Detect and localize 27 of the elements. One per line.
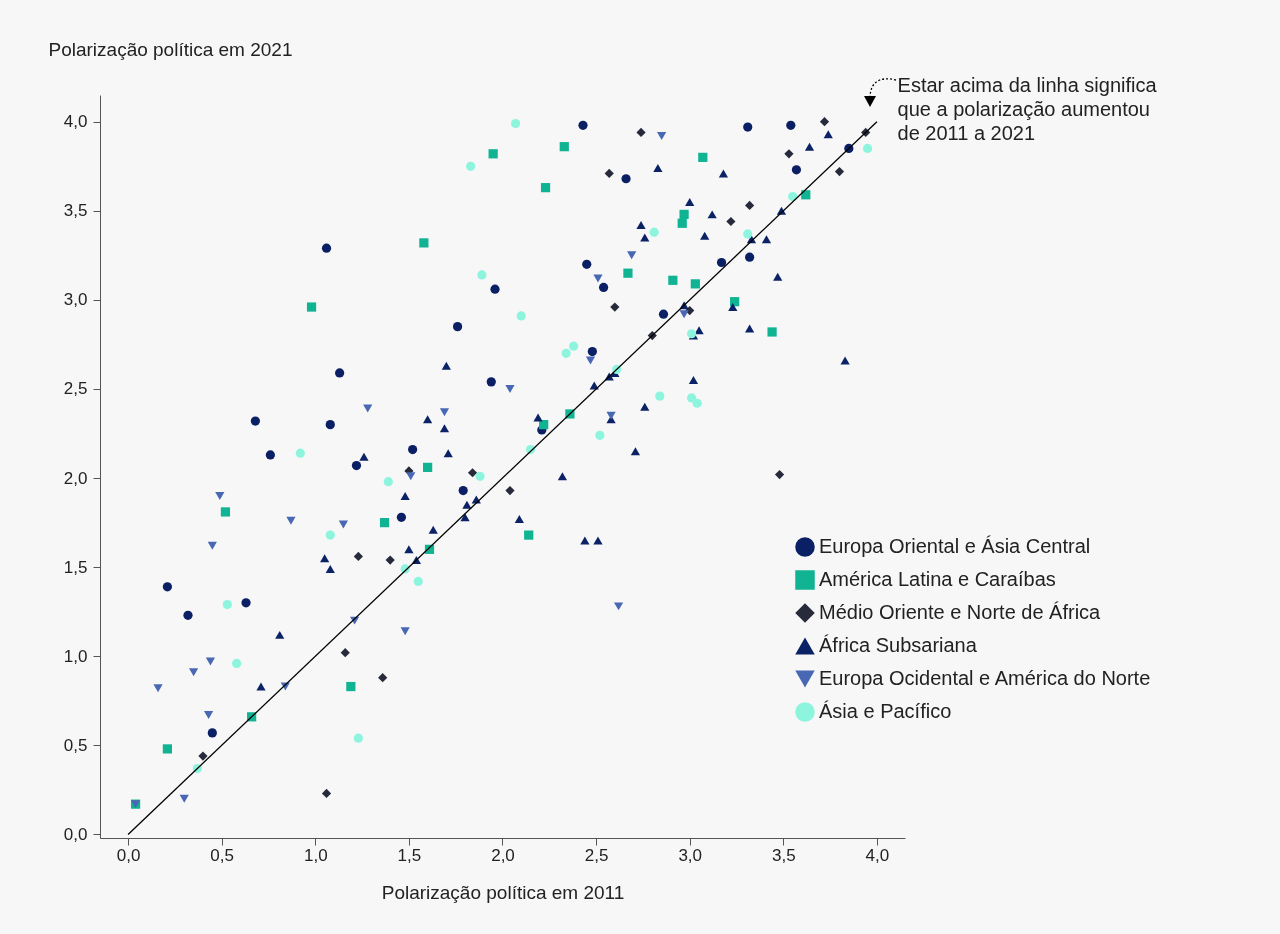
- y-tick-label: 3,0: [63, 290, 88, 310]
- y-tick-label: 2,0: [63, 468, 88, 488]
- legend-label: América Latina e Caraíbas: [819, 568, 1056, 590]
- x-axis-title: Polarização política em 2011: [381, 881, 625, 903]
- x-tick-label: 3,5: [771, 845, 796, 865]
- legend-label: Médio Oriente e Norte de África: [819, 601, 1102, 623]
- y-tick-label: 0,0: [63, 824, 88, 844]
- x-tick-label: 0,5: [210, 845, 235, 865]
- y-tick-label: 1,5: [63, 557, 88, 577]
- y-tick-label: 2,5: [63, 379, 88, 399]
- legend-label: Europa Ocidental e América do Norte: [819, 667, 1151, 689]
- x-tick-label: 2,5: [584, 845, 609, 865]
- x-tick-label: 1,0: [303, 845, 328, 865]
- legend-label: África Subsariana: [819, 634, 978, 656]
- y-tick-label: 0,5: [63, 735, 88, 755]
- x-tick-label: 1,5: [397, 845, 422, 865]
- x-tick-label: 4,0: [865, 845, 890, 865]
- y-tick-label: 3,5: [63, 201, 88, 221]
- y-axis-title: Polarização política em 2021: [48, 38, 293, 60]
- x-tick-label: 3,0: [678, 845, 703, 865]
- x-tick-label: 0,0: [116, 845, 141, 865]
- annotation: Estar acima da linha significa que a polarização aumentou de 2011 a 2021: [897, 73, 1158, 144]
- y-tick-label: 4,0: [63, 112, 88, 132]
- x-tick-label: 2,0: [491, 845, 515, 865]
- y-tick-label: 1,0: [63, 646, 88, 666]
- legend-label: Europa Oriental e Ásia Central: [819, 535, 1091, 557]
- legend-label: Ásia e Pacífico: [819, 700, 952, 722]
